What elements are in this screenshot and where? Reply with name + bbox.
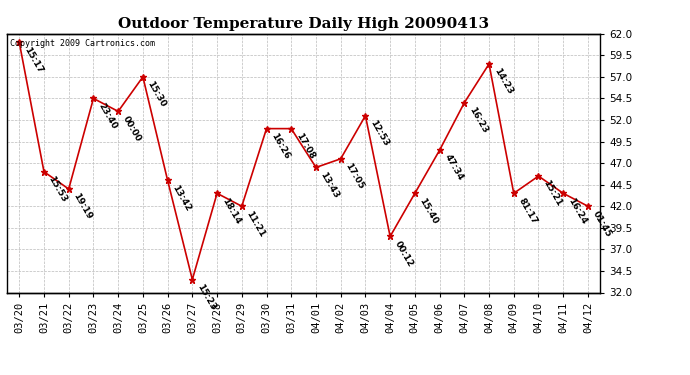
Text: 12:53: 12:53 xyxy=(368,118,391,148)
Text: 15:30: 15:30 xyxy=(146,80,168,109)
Text: 14:23: 14:23 xyxy=(492,67,514,96)
Text: 00:12: 00:12 xyxy=(393,239,415,268)
Text: 13:42: 13:42 xyxy=(170,183,193,213)
Text: 01:45: 01:45 xyxy=(591,209,613,238)
Text: 15:23: 15:23 xyxy=(195,282,217,312)
Text: 15:53: 15:53 xyxy=(47,174,69,204)
Text: 13:43: 13:43 xyxy=(319,170,341,200)
Text: 00:00: 00:00 xyxy=(121,114,143,143)
Text: 11:21: 11:21 xyxy=(244,209,266,238)
Text: 16:24: 16:24 xyxy=(566,196,588,225)
Title: Outdoor Temperature Daily High 20090413: Outdoor Temperature Daily High 20090413 xyxy=(118,17,489,31)
Text: 16:23: 16:23 xyxy=(467,105,489,135)
Text: 19:19: 19:19 xyxy=(72,192,94,221)
Text: 15:40: 15:40 xyxy=(417,196,440,225)
Text: Copyright 2009 Cartronics.com: Copyright 2009 Cartronics.com xyxy=(10,39,155,48)
Text: 23:40: 23:40 xyxy=(96,101,118,130)
Text: 17:08: 17:08 xyxy=(294,131,316,161)
Text: 81:17: 81:17 xyxy=(517,196,539,225)
Text: 16:26: 16:26 xyxy=(269,131,291,161)
Text: 15:21: 15:21 xyxy=(541,179,563,208)
Text: 17:05: 17:05 xyxy=(344,162,366,191)
Text: 15:17: 15:17 xyxy=(22,45,44,75)
Text: 47:34: 47:34 xyxy=(442,153,464,183)
Text: 18:14: 18:14 xyxy=(220,196,242,225)
